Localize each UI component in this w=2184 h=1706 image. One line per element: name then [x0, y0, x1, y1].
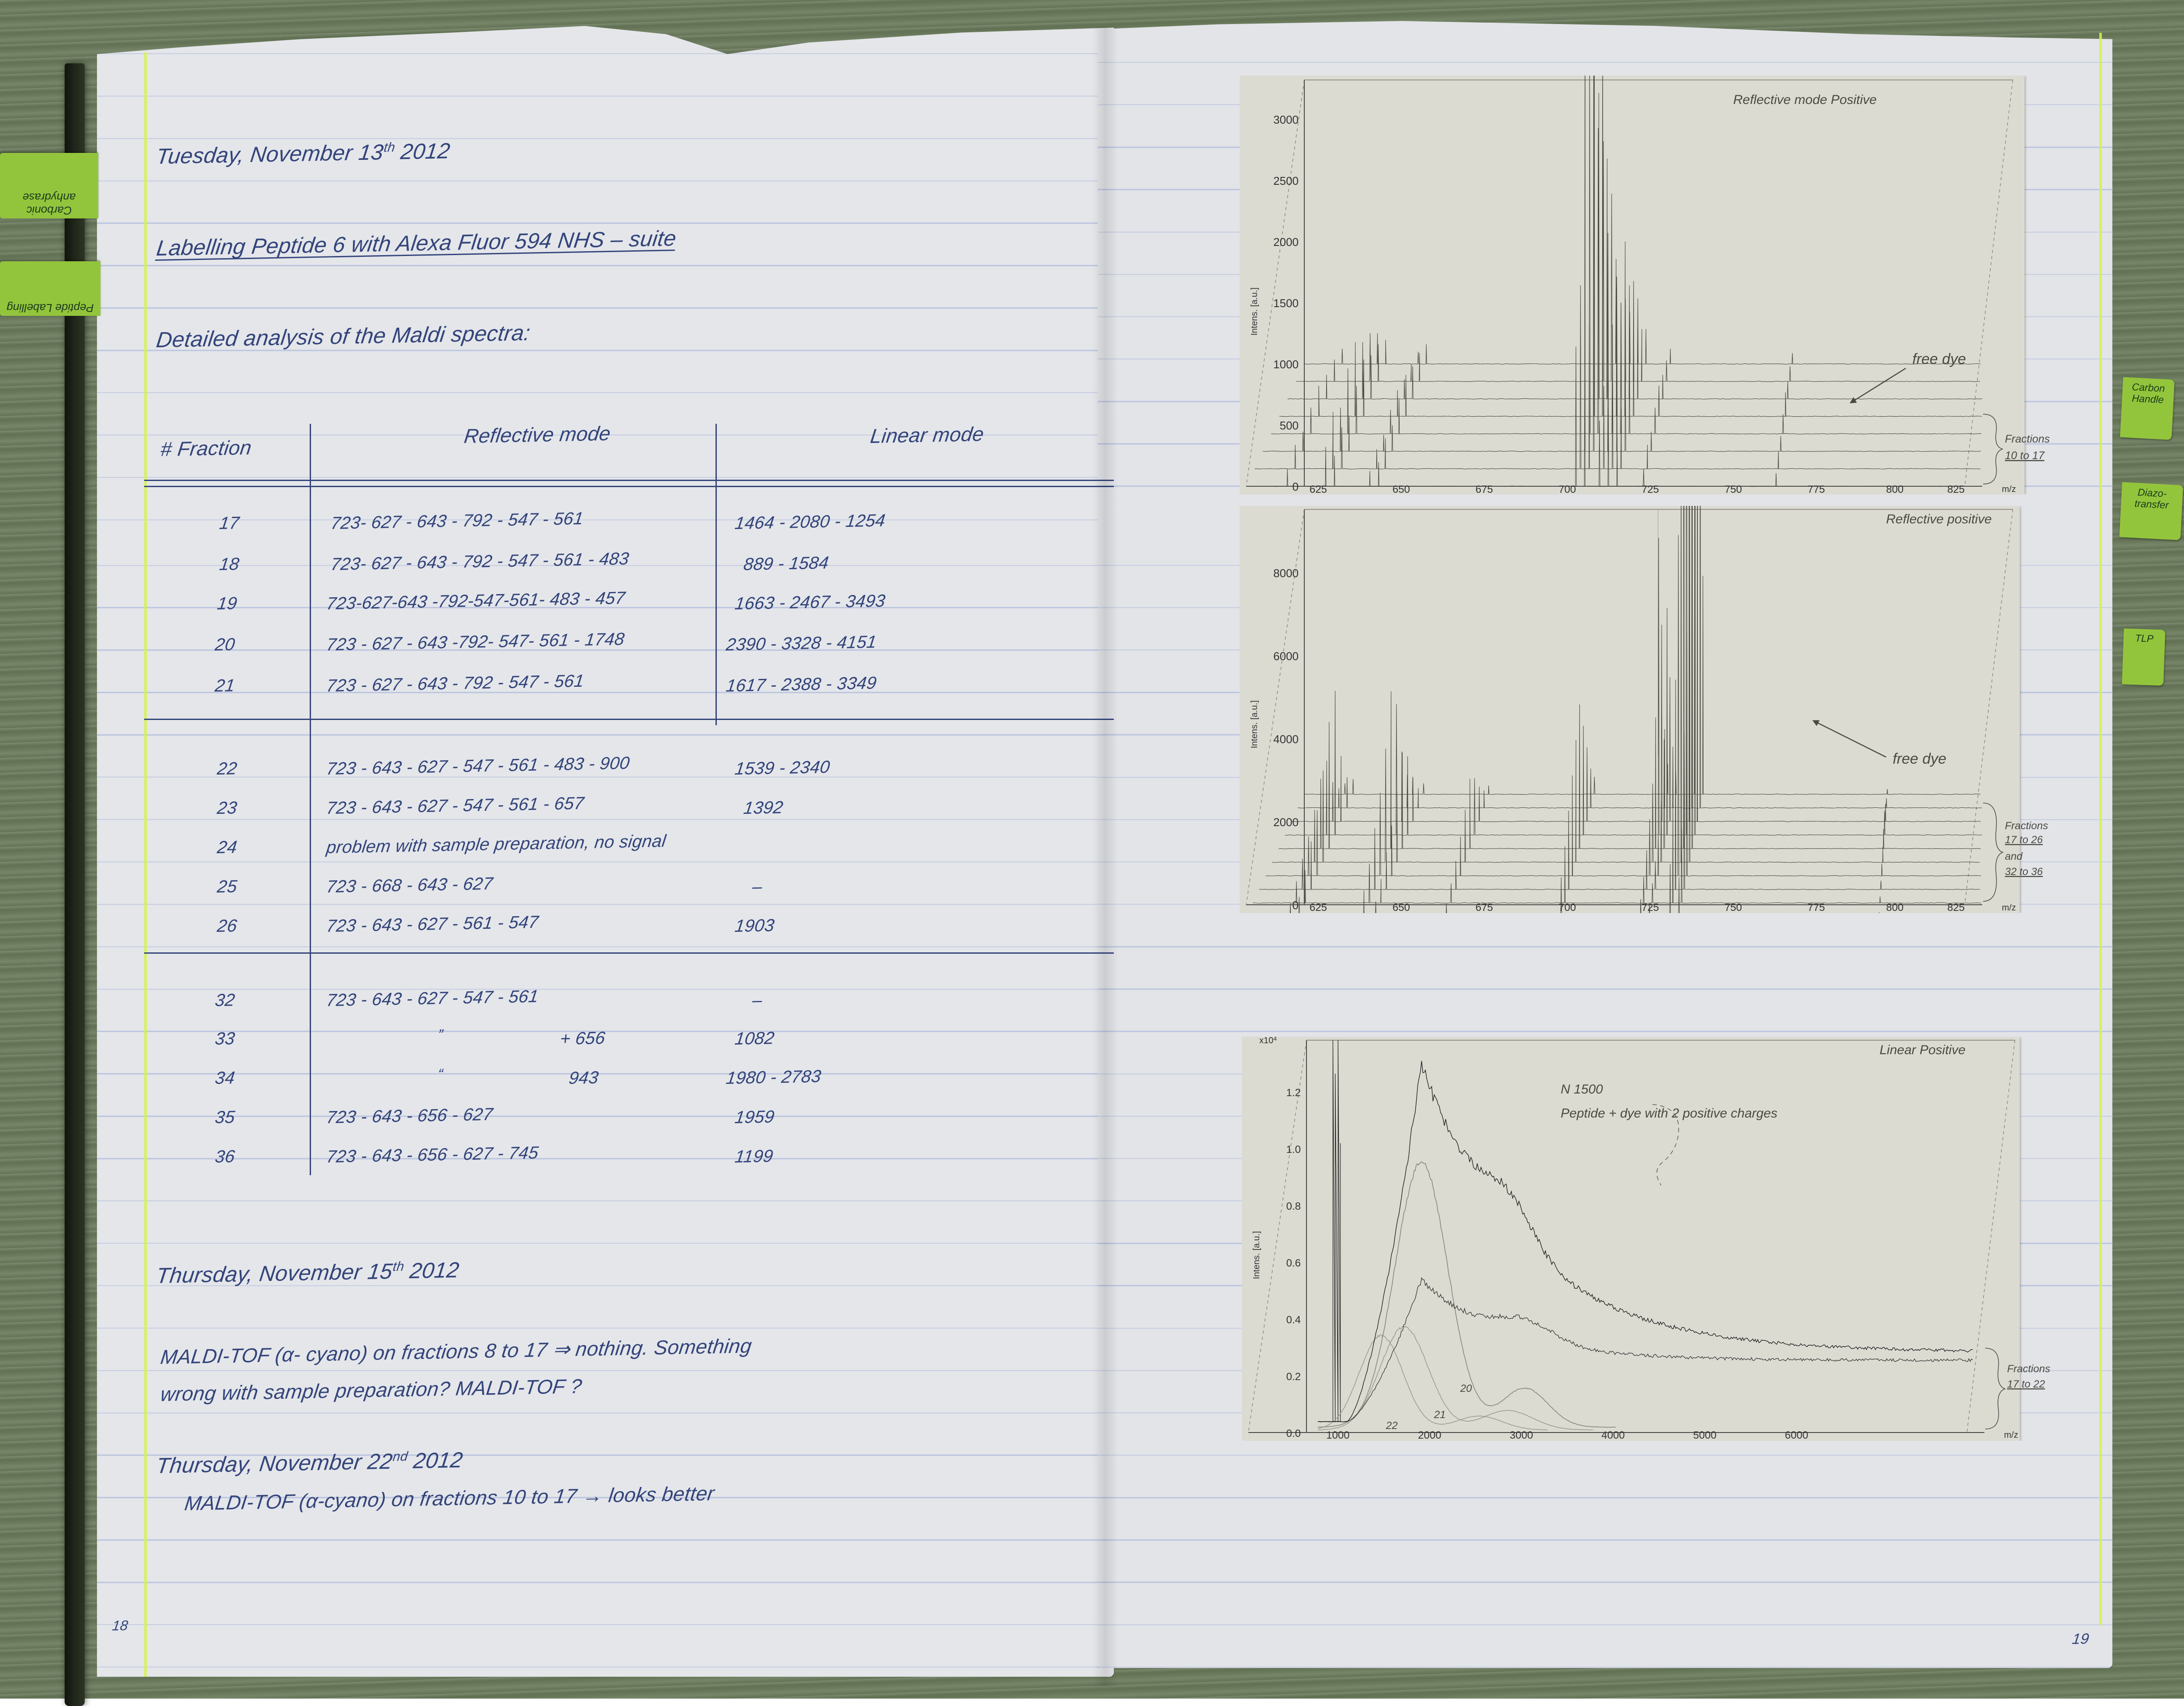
- svg-text:625: 625: [1310, 484, 1327, 495]
- svg-text:Reflective mode Positive: Reflective mode Positive: [1733, 93, 1876, 107]
- svg-text:675: 675: [1476, 484, 1493, 495]
- svg-text:Intens. [a.u.]: Intens. [a.u.]: [1250, 700, 1259, 748]
- svg-text:Peptide + dye with 2 positive: Peptide + dye with 2 positive charges: [1561, 1106, 1777, 1121]
- svg-text:2500: 2500: [1273, 174, 1299, 187]
- svg-text:22: 22: [1386, 1420, 1398, 1432]
- svg-text:17 to 26: 17 to 26: [2005, 834, 2043, 846]
- svg-text:m/z: m/z: [2002, 484, 2016, 494]
- svg-text:0.0: 0.0: [1286, 1428, 1301, 1440]
- svg-text:4000: 4000: [1601, 1429, 1624, 1441]
- svg-text:750: 750: [1724, 902, 1742, 913]
- svg-text:5000: 5000: [1693, 1429, 1716, 1441]
- svg-text:Fractions: Fractions: [2007, 1363, 2050, 1375]
- svg-text:0: 0: [1292, 899, 1299, 912]
- svg-text:750: 750: [1724, 484, 1742, 495]
- svg-text:free dye: free dye: [1893, 751, 1946, 767]
- svg-text:0.8: 0.8: [1286, 1201, 1301, 1212]
- svg-text:800: 800: [1886, 484, 1904, 495]
- svg-text:700: 700: [1559, 484, 1576, 495]
- svg-text:3000: 3000: [1273, 113, 1299, 126]
- svg-text:Fractions: Fractions: [2005, 433, 2050, 445]
- svg-text:775: 775: [1807, 484, 1825, 495]
- svg-text:2000: 2000: [1273, 816, 1299, 829]
- svg-text:650: 650: [1393, 902, 1410, 913]
- svg-text:N 1500: N 1500: [1561, 1082, 1603, 1097]
- svg-text:675: 675: [1476, 902, 1493, 913]
- svg-text:8000: 8000: [1273, 567, 1299, 580]
- svg-text:775: 775: [1807, 902, 1825, 913]
- svg-text:6000: 6000: [1273, 650, 1299, 663]
- svg-text:6000: 6000: [1785, 1429, 1808, 1441]
- svg-text:650: 650: [1393, 484, 1410, 495]
- svg-text:0.6: 0.6: [1286, 1257, 1301, 1269]
- svg-text:17 to 22: 17 to 22: [2007, 1378, 2045, 1390]
- svg-text:825: 825: [1947, 484, 1965, 495]
- svg-text:1500: 1500: [1273, 297, 1299, 310]
- svg-text:700: 700: [1559, 902, 1576, 913]
- svg-text:0.4: 0.4: [1286, 1314, 1301, 1326]
- svg-text:Intens. [a.u.]: Intens. [a.u.]: [1250, 287, 1259, 336]
- svg-text:1.0: 1.0: [1286, 1144, 1301, 1156]
- svg-text:21: 21: [1434, 1409, 1446, 1421]
- svg-text:800: 800: [1886, 902, 1904, 913]
- svg-text:Reflective positive: Reflective positive: [1886, 512, 1992, 526]
- svg-text:825: 825: [1947, 902, 1965, 913]
- svg-text:20: 20: [1460, 1383, 1472, 1395]
- svg-text:Fractions: Fractions: [2005, 820, 2048, 832]
- svg-text:725: 725: [1641, 484, 1659, 495]
- svg-text:1.2: 1.2: [1286, 1087, 1301, 1099]
- svg-text:2000: 2000: [1418, 1429, 1441, 1441]
- svg-text:10 to 17: 10 to 17: [2005, 450, 2045, 462]
- svg-text:1000: 1000: [1273, 358, 1299, 371]
- svg-text:free dye: free dye: [1912, 351, 1966, 367]
- svg-text:0: 0: [1292, 480, 1299, 493]
- svg-text:725: 725: [1641, 902, 1659, 913]
- svg-text:Intens. [a.u.]: Intens. [a.u.]: [1252, 1231, 1261, 1279]
- svg-text:500: 500: [1280, 419, 1299, 432]
- svg-text:m/z: m/z: [2004, 1430, 2018, 1440]
- svg-text:625: 625: [1310, 902, 1327, 913]
- svg-text:4000: 4000: [1273, 733, 1299, 746]
- svg-text:and: and: [2005, 851, 2023, 862]
- svg-text:m/z: m/z: [2002, 903, 2016, 913]
- svg-text:0.2: 0.2: [1286, 1371, 1301, 1383]
- svg-text:3000: 3000: [1510, 1429, 1533, 1441]
- svg-text:32 to 36: 32 to 36: [2005, 866, 2043, 878]
- svg-text:Linear Positive: Linear Positive: [1880, 1043, 1966, 1057]
- svg-text:1000: 1000: [1326, 1429, 1349, 1441]
- svg-text:2000: 2000: [1273, 235, 1299, 249]
